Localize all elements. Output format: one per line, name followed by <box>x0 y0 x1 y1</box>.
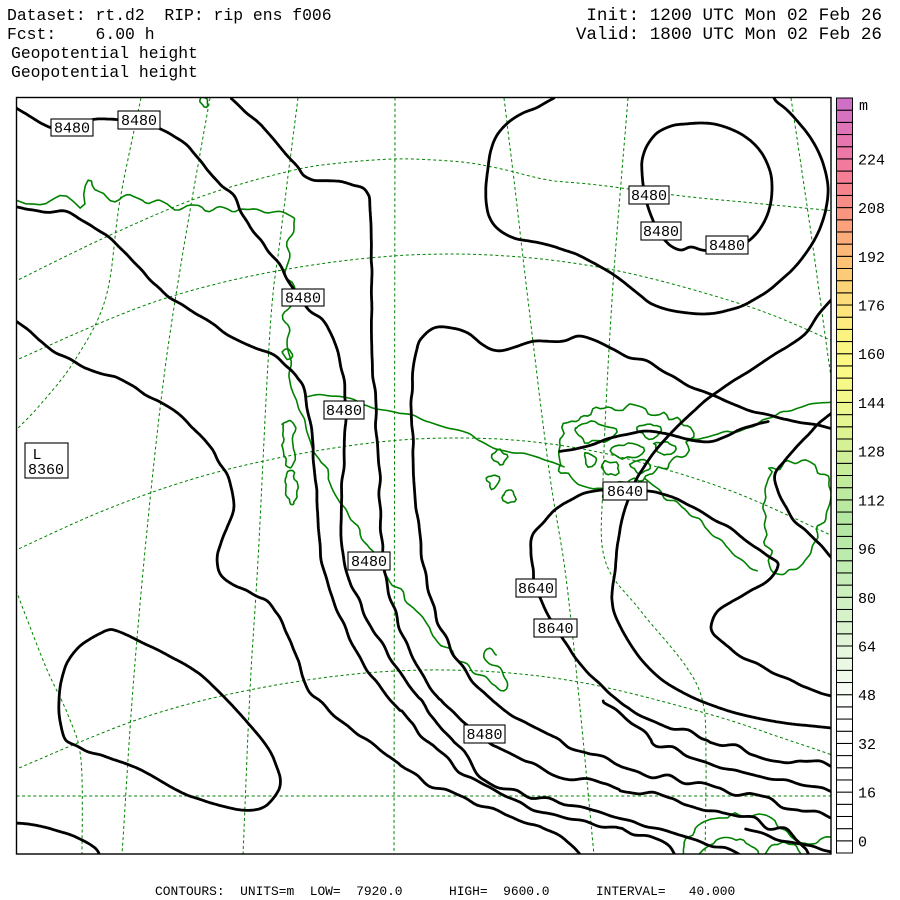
svg-text:8480: 8480 <box>709 238 745 255</box>
svg-text:8360: 8360 <box>28 462 64 479</box>
svg-text:144: 144 <box>858 396 885 413</box>
svg-text:8480: 8480 <box>121 113 157 130</box>
svg-text:16: 16 <box>858 786 876 803</box>
svg-text:8640: 8640 <box>607 484 643 501</box>
svg-text:8640: 8640 <box>537 621 573 638</box>
svg-text:32: 32 <box>858 737 876 754</box>
svg-text:128: 128 <box>858 445 885 462</box>
svg-text:m: m <box>859 98 868 115</box>
svg-text:112: 112 <box>858 493 885 510</box>
svg-text:192: 192 <box>858 250 885 267</box>
svg-text:96: 96 <box>858 542 876 559</box>
svg-text:0: 0 <box>858 834 867 851</box>
svg-text:Fcst: 6.00 h: Fcst: 6.00 h <box>7 25 155 44</box>
svg-text:80: 80 <box>858 591 876 608</box>
svg-text:8480: 8480 <box>285 290 321 307</box>
svg-text:48: 48 <box>858 688 876 705</box>
svg-text:8640: 8640 <box>518 581 554 598</box>
svg-text:8480: 8480 <box>326 403 362 420</box>
svg-text:8480: 8480 <box>631 188 667 205</box>
svg-text:176: 176 <box>858 299 885 316</box>
svg-text:Geopotential height: Geopotential height <box>11 44 198 63</box>
svg-text:160: 160 <box>858 347 885 364</box>
svg-text:CONTOURS: UNITS=m LOW= 7920: CONTOURS: UNITS=m LOW= 7920.0 HIGH= 9600… <box>155 884 735 899</box>
svg-text:8480: 8480 <box>466 727 502 744</box>
svg-text:64: 64 <box>858 640 876 657</box>
svg-text:8480: 8480 <box>54 120 90 137</box>
svg-text:Valid: 1800 UTC Mon 02 Feb 26: Valid: 1800 UTC Mon 02 Feb 26 <box>576 25 882 45</box>
svg-text:8480: 8480 <box>643 224 679 241</box>
svg-text:Dataset: rt.d2 RIP: rip ens f: Dataset: rt.d2 RIP: rip ens f006 <box>7 6 332 25</box>
svg-text:Geopotential height: Geopotential height <box>11 63 198 82</box>
svg-text:8480: 8480 <box>351 554 387 571</box>
svg-text:208: 208 <box>858 201 885 218</box>
svg-text:L: L <box>32 447 41 464</box>
svg-text:Init: 1200 UTC Mon 02 Feb 26: Init: 1200 UTC Mon 02 Feb 26 <box>586 6 882 26</box>
svg-text:224: 224 <box>858 152 885 169</box>
